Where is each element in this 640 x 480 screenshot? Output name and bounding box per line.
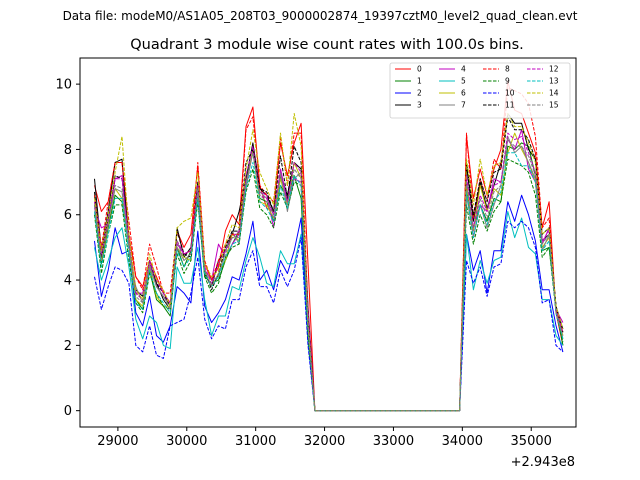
legend-label-14: 14	[549, 89, 559, 98]
x-tick-label: 34000	[442, 434, 483, 449]
series-line-2	[94, 194, 564, 412]
y-tick-label: 8	[64, 143, 72, 158]
y-tick-label: 2	[64, 339, 72, 354]
legend-label-12: 12	[549, 65, 559, 74]
x-tick-label: 31000	[235, 434, 276, 449]
series-line-15	[94, 139, 564, 412]
x-tick-label: 29000	[97, 434, 138, 449]
y-tick-label: 0	[64, 404, 72, 419]
legend-box	[389, 62, 571, 119]
legend-label-13: 13	[549, 77, 559, 86]
legend-label-10: 10	[505, 89, 515, 98]
series-line-4	[94, 129, 564, 412]
y-tick-label: 10	[55, 78, 72, 93]
legend-label-6: 6	[461, 89, 466, 98]
plot-frame	[79, 57, 577, 428]
y-tick-label: 6	[64, 208, 72, 223]
legend-label-15: 15	[549, 101, 559, 110]
legend-label-0: 0	[417, 65, 422, 74]
legend-label-5: 5	[461, 77, 466, 86]
x-tick-label: 30000	[166, 434, 207, 449]
plot-lines	[94, 80, 564, 412]
legend-label-3: 3	[417, 101, 422, 110]
legend-label-9: 9	[505, 77, 510, 86]
series-line-10	[94, 220, 564, 412]
x-tick-label: 32000	[304, 434, 345, 449]
y-tick-label: 4	[64, 274, 72, 289]
x-axis: 29000 30000 31000 32000 33000 34000 35000	[97, 427, 552, 449]
legend-label-8: 8	[505, 65, 510, 74]
legend-label-1: 1	[417, 77, 422, 86]
x-tick-label: 33000	[373, 434, 414, 449]
chart-suptitle: Data file: modeM0/AS1A05_208T03_90000028…	[63, 9, 578, 23]
y-axis: 0 2 4 6 8 10	[55, 78, 80, 419]
legend-label-2: 2	[417, 89, 422, 98]
x-offset-label: +2.943e8	[511, 455, 575, 470]
series-line-8	[94, 86, 564, 412]
chart-title: Quadrant 3 module wise count rates with …	[130, 37, 524, 53]
legend-label-7: 7	[461, 101, 466, 110]
series-line-5	[94, 211, 564, 412]
series-line-0	[94, 80, 564, 412]
x-tick-label: 35000	[511, 434, 552, 449]
legend-label-11: 11	[505, 101, 515, 110]
legend-label-4: 4	[461, 65, 466, 74]
